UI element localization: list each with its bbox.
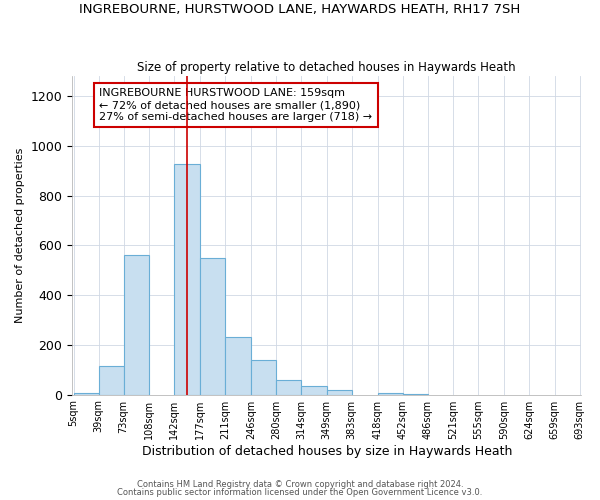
X-axis label: Distribution of detached houses by size in Haywards Heath: Distribution of detached houses by size …	[142, 444, 512, 458]
Title: Size of property relative to detached houses in Haywards Heath: Size of property relative to detached ho…	[137, 60, 516, 74]
Bar	[175, 164, 200, 394]
Bar	[276, 380, 301, 394]
Text: INGREBOURNE HURSTWOOD LANE: 159sqm
← 72% of detached houses are smaller (1,890)
: INGREBOURNE HURSTWOOD LANE: 159sqm ← 72%…	[100, 88, 373, 122]
Text: Contains public sector information licensed under the Open Government Licence v3: Contains public sector information licen…	[118, 488, 482, 497]
Text: Contains HM Land Registry data © Crown copyright and database right 2024.: Contains HM Land Registry data © Crown c…	[137, 480, 463, 489]
Bar	[301, 386, 327, 394]
Y-axis label: Number of detached properties: Number of detached properties	[15, 148, 25, 323]
Bar	[377, 393, 403, 394]
Bar	[200, 258, 225, 394]
Bar	[225, 338, 251, 394]
Bar	[327, 390, 352, 394]
Bar	[98, 366, 124, 394]
Text: INGREBOURNE, HURSTWOOD LANE, HAYWARDS HEATH, RH17 7SH: INGREBOURNE, HURSTWOOD LANE, HAYWARDS HE…	[79, 2, 521, 16]
Bar	[251, 360, 276, 394]
Bar	[124, 255, 149, 394]
Bar	[74, 393, 98, 394]
